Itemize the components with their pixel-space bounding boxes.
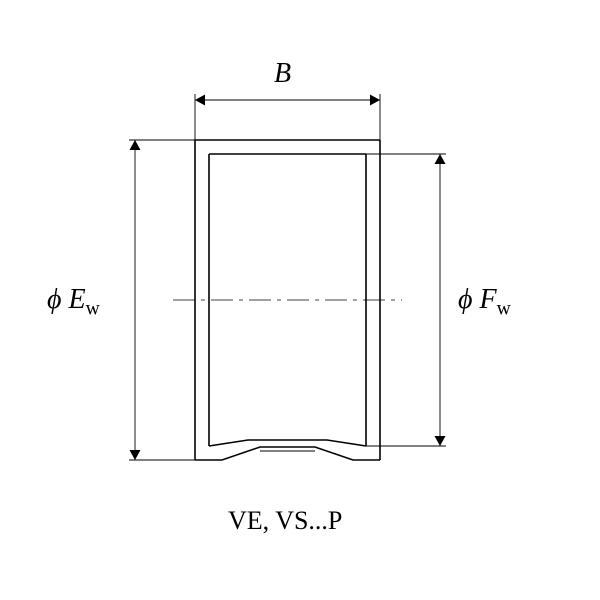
label-Ew: ϕ Ew bbox=[47, 284, 100, 321]
label-B: B bbox=[274, 58, 291, 90]
label-Fw: ϕ Fw bbox=[458, 284, 511, 321]
caption: VE, VS...P bbox=[228, 506, 342, 536]
